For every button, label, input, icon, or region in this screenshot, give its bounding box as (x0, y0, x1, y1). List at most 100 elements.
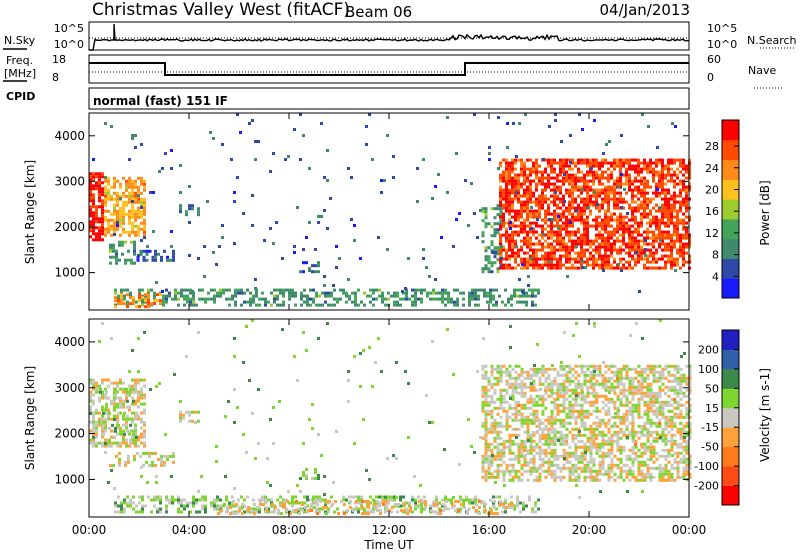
scatter-cell (272, 152, 275, 155)
scatter-cell (511, 170, 514, 174)
scatter-cell (132, 302, 135, 306)
scatter-cell (598, 460, 602, 464)
scatter-cell (598, 233, 601, 237)
scatter-cell (682, 218, 685, 222)
scatter-cell (113, 390, 116, 394)
scatter-cell (529, 436, 533, 440)
scatter-cell (301, 509, 304, 512)
scatter-cell (327, 507, 330, 511)
scatter-cell (131, 188, 134, 192)
scatter-cell (667, 197, 670, 201)
scatter-cell (473, 113, 476, 116)
scatter-cell (508, 472, 512, 476)
scatter-cell (122, 227, 125, 231)
scatter-cell (631, 215, 634, 219)
scatter-cell (421, 500, 424, 503)
scatter-cell (613, 379, 617, 383)
scatter-cell (571, 239, 574, 243)
scatter-cell (516, 300, 519, 304)
scatter-cell (529, 263, 532, 267)
scatter-cell (589, 448, 593, 452)
scatter-cell (526, 245, 529, 249)
scatter-cell (101, 378, 104, 382)
scatter-cell (216, 498, 219, 502)
scatter-cell (592, 176, 595, 180)
scatter-cell (119, 426, 122, 430)
scatter-cell (317, 474, 320, 477)
scatter-cell (565, 158, 568, 162)
scatter-cell (338, 257, 341, 260)
scatter-cell (562, 454, 566, 458)
scatter-cell (574, 218, 577, 222)
scatter-cell (547, 385, 551, 389)
scatter-cell (285, 288, 288, 292)
scatter-cell (583, 236, 586, 240)
scatter-cell (318, 507, 321, 511)
scatter-cell (417, 297, 420, 301)
scatter-cell (508, 224, 511, 228)
scatter-cell (554, 191, 557, 194)
scatter-cell (89, 226, 92, 230)
scatter-cell (682, 260, 685, 264)
scatter-cell (493, 406, 497, 410)
scatter-cell (372, 288, 375, 292)
scatter-cell (505, 367, 509, 371)
scatter-cell (619, 451, 623, 455)
scatter-cell (577, 254, 580, 258)
scatter-cell (312, 300, 315, 304)
scatter-cell (122, 209, 125, 213)
scatter-cell (95, 175, 98, 179)
scatter-cell (535, 188, 538, 192)
scatter-cell (586, 194, 589, 198)
scatter-cell (407, 257, 410, 260)
scatter-cell (613, 385, 617, 389)
scatter-cell (481, 207, 485, 211)
scatter-cell (381, 297, 384, 301)
scatter-cell (505, 469, 509, 473)
scatter-cell (235, 503, 238, 506)
scatter-cell (401, 290, 404, 293)
scatter-cell (592, 188, 595, 192)
scatter-cell (562, 439, 566, 443)
scatter-cell (571, 472, 575, 476)
scatter-cell (122, 200, 125, 204)
scatter-cell (571, 266, 574, 270)
scatter-cell (544, 257, 547, 261)
scatter-cell (559, 158, 562, 162)
scatter-cell (529, 248, 532, 252)
scatter-cell (197, 257, 200, 260)
scatter-cell (529, 433, 533, 437)
scatter-cell (661, 185, 664, 189)
scatter-cell (583, 373, 587, 377)
scatter-cell (478, 506, 481, 509)
scatter-cell (143, 236, 146, 239)
scatter-cell (210, 504, 213, 508)
scatter-cell (535, 469, 539, 473)
scatter-cell (619, 170, 622, 174)
scatter-cell (165, 297, 168, 301)
scatter-cell (658, 179, 661, 183)
scatter-cell (544, 188, 547, 192)
scatter-cell (125, 188, 128, 192)
scatter-cell (628, 433, 632, 437)
scatter-cell (436, 512, 439, 515)
scatter-cell (613, 433, 617, 437)
scatter-cell (595, 161, 598, 165)
scatter-cell (562, 403, 566, 407)
scatter-cell (219, 288, 222, 292)
scatter-cell (613, 164, 616, 168)
scatter-cell (679, 203, 682, 207)
scatter-cell (568, 182, 571, 186)
scatter-cell (126, 390, 129, 394)
scatter-cell (179, 191, 182, 194)
colorbar-swatch (722, 159, 739, 180)
scatter-cell (251, 194, 254, 197)
scatter-cell (148, 451, 151, 455)
scatter-cell (628, 266, 631, 270)
scatter-cell (399, 303, 402, 307)
scatter-cell (562, 242, 565, 246)
scatter-cell (607, 236, 610, 240)
scatter-cell (195, 501, 198, 505)
scatter-cell (454, 500, 457, 503)
scatter-cell (104, 179, 107, 183)
